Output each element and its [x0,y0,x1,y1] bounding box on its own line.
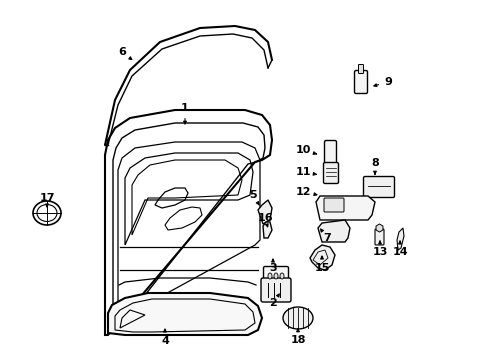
Polygon shape [316,196,375,220]
Text: 4: 4 [161,329,169,346]
Text: 5: 5 [249,190,259,205]
FancyBboxPatch shape [354,71,368,94]
FancyBboxPatch shape [375,229,384,245]
Ellipse shape [268,273,272,279]
FancyBboxPatch shape [323,162,339,184]
FancyBboxPatch shape [359,64,364,73]
FancyBboxPatch shape [261,278,291,302]
Polygon shape [108,293,262,335]
Ellipse shape [283,307,313,329]
Polygon shape [310,245,335,270]
Text: 17: 17 [39,193,55,207]
FancyBboxPatch shape [264,266,289,285]
Text: 7: 7 [321,229,331,243]
Text: 9: 9 [374,77,392,87]
Text: 16: 16 [257,213,273,227]
Text: 15: 15 [314,256,330,273]
FancyBboxPatch shape [324,140,337,163]
Text: 6: 6 [118,47,132,59]
Polygon shape [397,228,404,250]
Text: 14: 14 [392,241,408,257]
Text: 10: 10 [295,145,317,155]
Text: 12: 12 [295,187,317,197]
Text: 18: 18 [290,329,306,345]
Text: 8: 8 [371,158,379,174]
Text: 13: 13 [372,241,388,257]
Ellipse shape [274,273,278,279]
FancyBboxPatch shape [324,198,344,212]
Polygon shape [263,222,272,238]
Polygon shape [318,220,350,242]
Text: 2: 2 [269,294,279,308]
Text: 3: 3 [269,259,277,273]
Ellipse shape [280,273,284,279]
Polygon shape [258,200,272,224]
FancyBboxPatch shape [364,176,394,198]
Text: 11: 11 [295,167,317,177]
Text: 1: 1 [181,103,189,124]
